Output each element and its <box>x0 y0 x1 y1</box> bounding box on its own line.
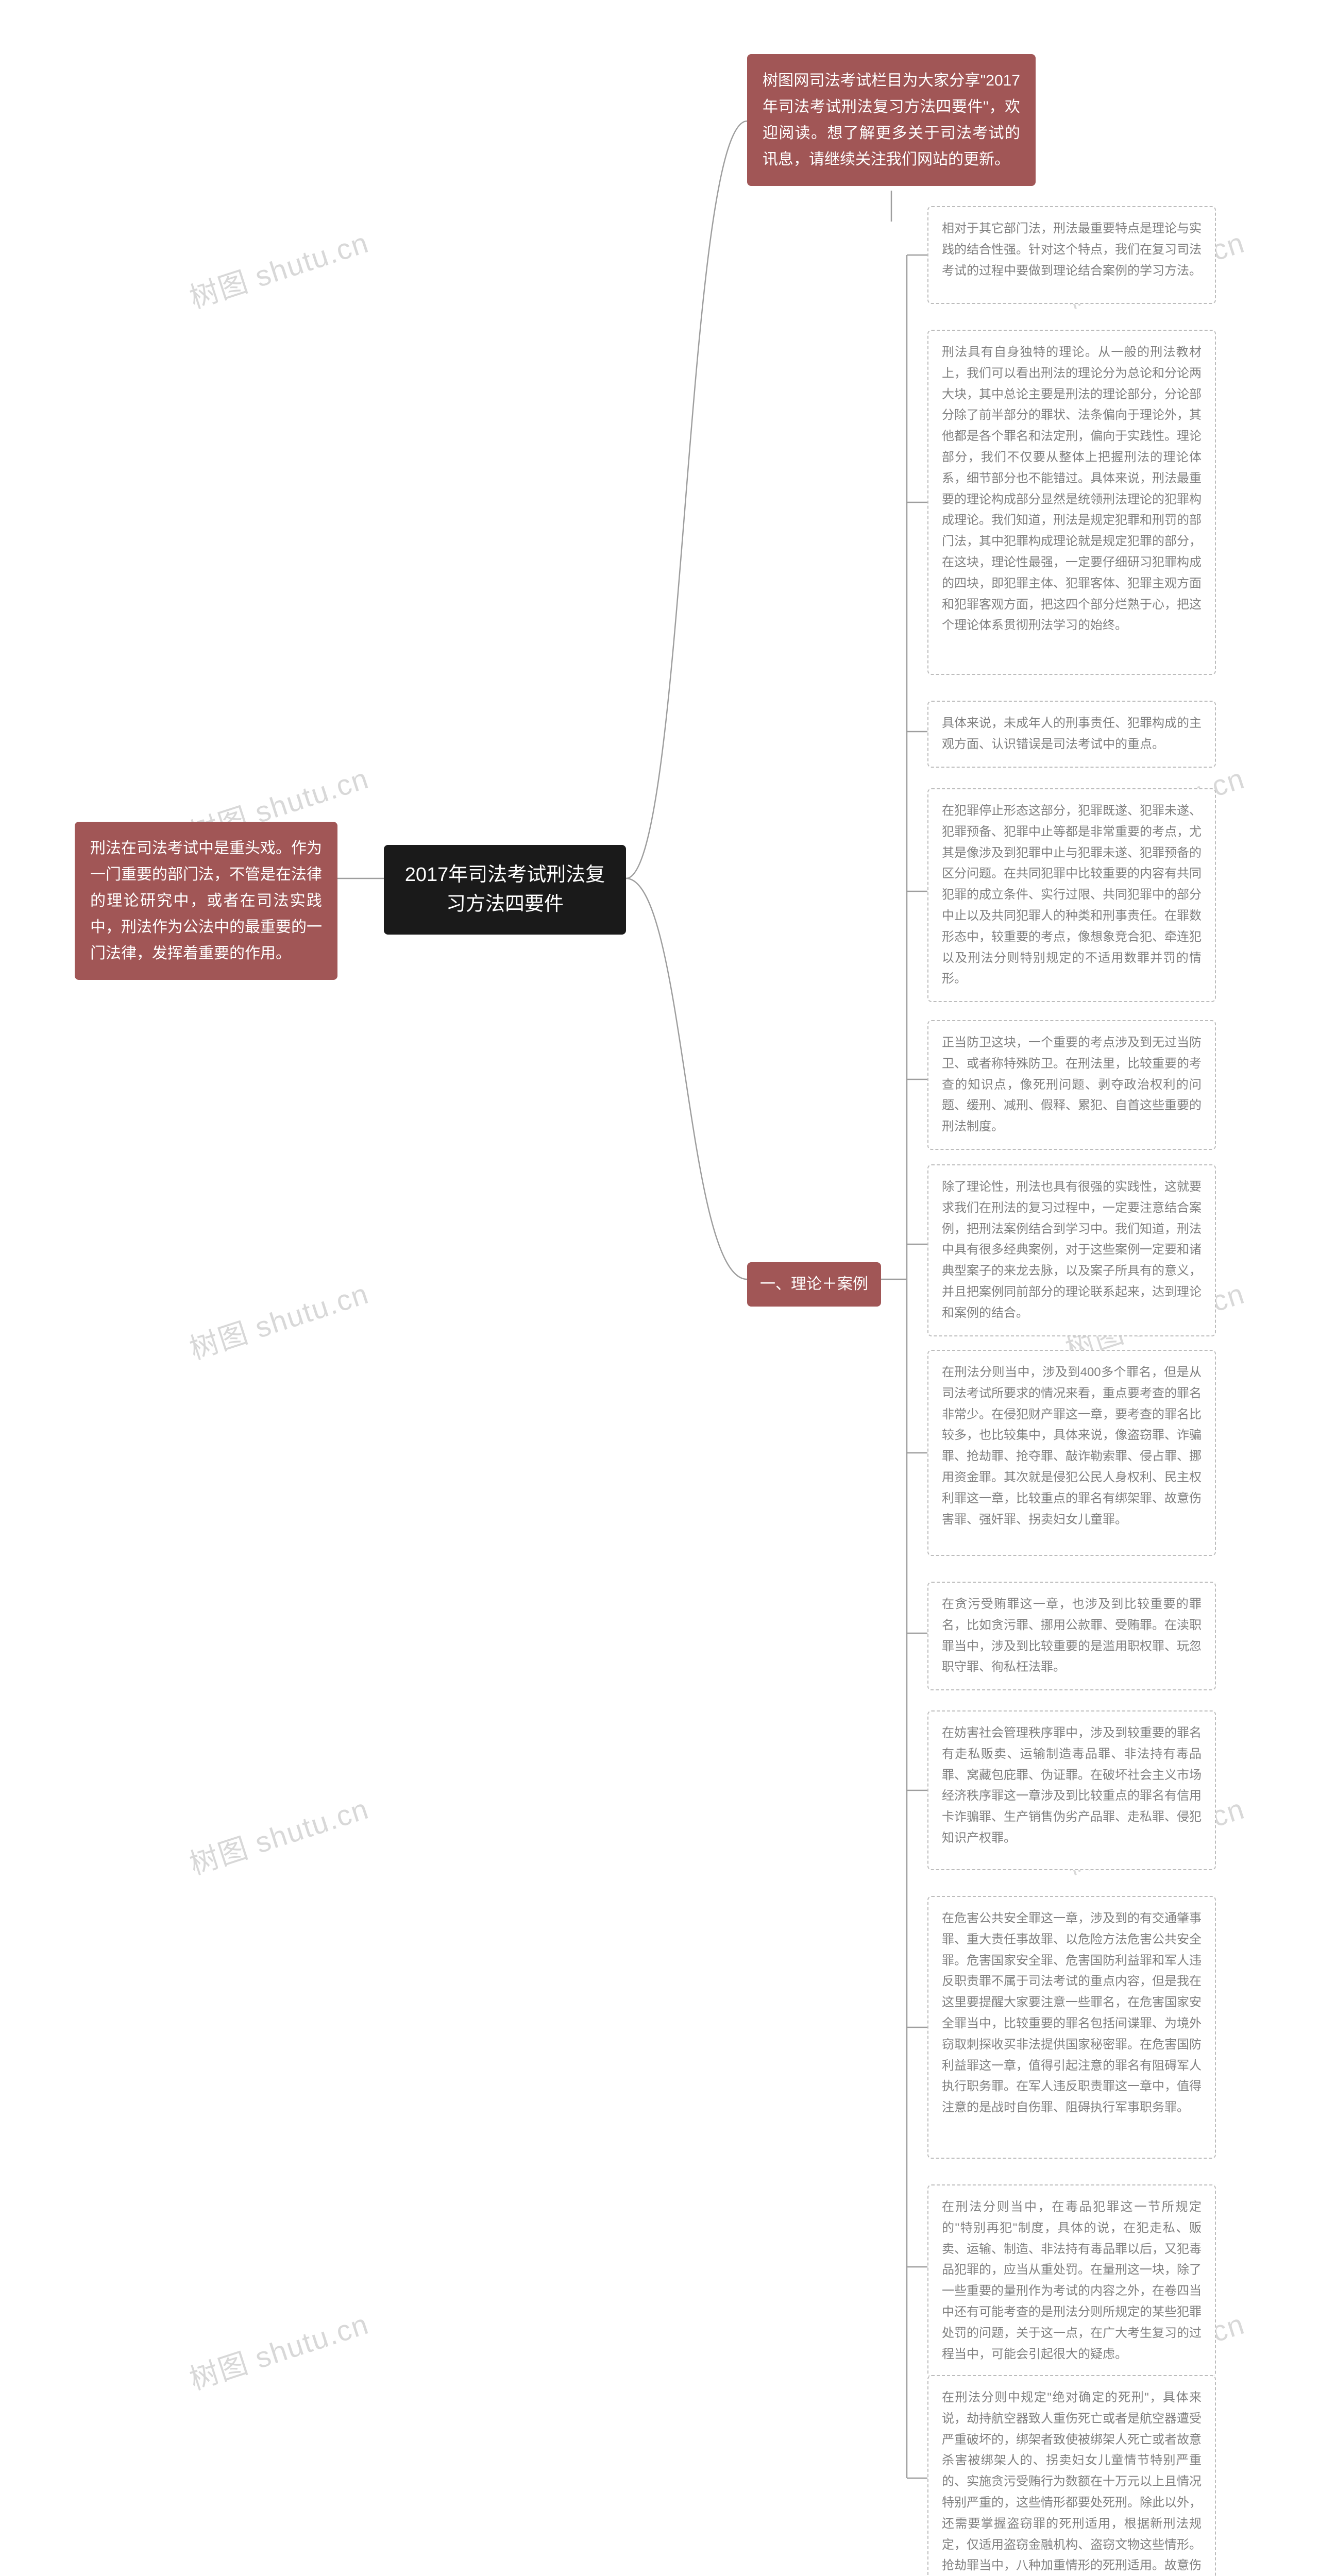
leaf-node[interactable]: 具体来说，未成年人的刑事责任、犯罪构成的主观方面、认识错误是司法考试中的重点。 <box>927 701 1216 768</box>
leaf-node[interactable]: 在刑法分则中规定"绝对确定的死刑"，具体来说，劫持航空器致人重伤死亡或者是航空器… <box>927 2375 1216 2576</box>
intro-node[interactable]: 树图网司法考试栏目为大家分享"2017年司法考试刑法复习方法四要件"，欢迎阅读。… <box>747 54 1036 186</box>
leaf-node[interactable]: 在刑法分则当中，涉及到400多个罪名，但是从司法考试所要求的情况来看，重点要考查… <box>927 1350 1216 1556</box>
section-node[interactable]: 一、理论＋案例 <box>747 1262 881 1307</box>
leaf-text: 在贪污受贿罪这一章，也涉及到比较重要的罪名，比如贪污罪、挪用公款罪、受贿罪。在渎… <box>942 1597 1202 1674</box>
watermark: 树图 shutu.cn <box>183 1786 374 1883</box>
leaf-text: 在妨害社会管理秩序罪中，涉及到较重要的罪名有走私贩卖、运输制造毒品罪、非法持有毒… <box>942 1726 1202 1845</box>
center-root-text: 2017年司法考试刑法复习方法四要件 <box>405 864 605 915</box>
leaf-text: 除了理论性，刑法也具有很强的实践性，这就要求我们在刑法的复习过程中，一定要注意结… <box>942 1180 1202 1320</box>
intro-node-text: 树图网司法考试栏目为大家分享"2017年司法考试刑法复习方法四要件"，欢迎阅读。… <box>763 72 1020 168</box>
watermark: 树图 shutu.cn <box>183 2301 374 2398</box>
leaf-node[interactable]: 除了理论性，刑法也具有很强的实践性，这就要求我们在刑法的复习过程中，一定要注意结… <box>927 1164 1216 1336</box>
left-context-text: 刑法在司法考试中是重头戏。作为一门重要的部门法，不管是在法律的理论研究中，或者在… <box>90 840 322 962</box>
center-root-node[interactable]: 2017年司法考试刑法复习方法四要件 <box>384 845 626 935</box>
watermark: 树图 shutu.cn <box>183 1270 374 1368</box>
leaf-text: 在刑法分则当中，在毒品犯罪这一节所规定的"特别再犯"制度，具体的说，在犯走私、贩… <box>942 2200 1202 2361</box>
leaf-text: 相对于其它部门法，刑法最重要特点是理论与实践的结合性强。针对这个特点，我们在复习… <box>942 222 1202 278</box>
leaf-text: 在犯罪停止形态这部分，犯罪既遂、犯罪未遂、犯罪预备、犯罪中止等都是非常重要的考点… <box>942 804 1202 986</box>
leaf-text: 正当防卫这块，一个重要的考点涉及到无过当防卫、或者称特殊防卫。在刑法里，比较重要… <box>942 1036 1202 1133</box>
leaf-node[interactable]: 在刑法分则当中，在毒品犯罪这一节所规定的"特别再犯"制度，具体的说，在犯走私、贩… <box>927 2184 1216 2377</box>
left-context-node: 刑法在司法考试中是重头戏。作为一门重要的部门法，不管是在法律的理论研究中，或者在… <box>75 822 337 980</box>
leaf-node[interactable]: 在犯罪停止形态这部分，犯罪既遂、犯罪未遂、犯罪预备、犯罪中止等都是非常重要的考点… <box>927 788 1216 1002</box>
section-node-text: 一、理论＋案例 <box>760 1276 868 1293</box>
watermark: 树图 shutu.cn <box>183 219 374 317</box>
leaf-node[interactable]: 相对于其它部门法，刑法最重要特点是理论与实践的结合性强。针对这个特点，我们在复习… <box>927 206 1216 304</box>
leaf-text: 刑法具有自身独特的理论。从一般的刑法教材上，我们可以看出刑法的理论分为总论和分论… <box>942 345 1202 632</box>
leaf-node[interactable]: 在贪污受贿罪这一章，也涉及到比较重要的罪名，比如贪污罪、挪用公款罪、受贿罪。在渎… <box>927 1582 1216 1690</box>
leaf-text: 具体来说，未成年人的刑事责任、犯罪构成的主观方面、认识错误是司法考试中的重点。 <box>942 716 1202 751</box>
leaf-node[interactable]: 刑法具有自身独特的理论。从一般的刑法教材上，我们可以看出刑法的理论分为总论和分论… <box>927 330 1216 675</box>
leaf-text: 在危害公共安全罪这一章，涉及到的有交通肇事罪、重大责任事故罪、以危险方法危害公共… <box>942 1911 1202 2114</box>
leaf-node[interactable]: 在危害公共安全罪这一章，涉及到的有交通肇事罪、重大责任事故罪、以危险方法危害公共… <box>927 1896 1216 2159</box>
leaf-text: 在刑法分则中规定"绝对确定的死刑"，具体来说，劫持航空器致人重伤死亡或者是航空器… <box>942 2391 1202 2576</box>
leaf-text: 在刑法分则当中，涉及到400多个罪名，但是从司法考试所要求的情况来看，重点要考查… <box>942 1365 1202 1527</box>
leaf-node[interactable]: 正当防卫这块，一个重要的考点涉及到无过当防卫、或者称特殊防卫。在刑法里，比较重要… <box>927 1020 1216 1150</box>
leaf-node[interactable]: 在妨害社会管理秩序罪中，涉及到较重要的罪名有走私贩卖、运输制造毒品罪、非法持有毒… <box>927 1710 1216 1870</box>
